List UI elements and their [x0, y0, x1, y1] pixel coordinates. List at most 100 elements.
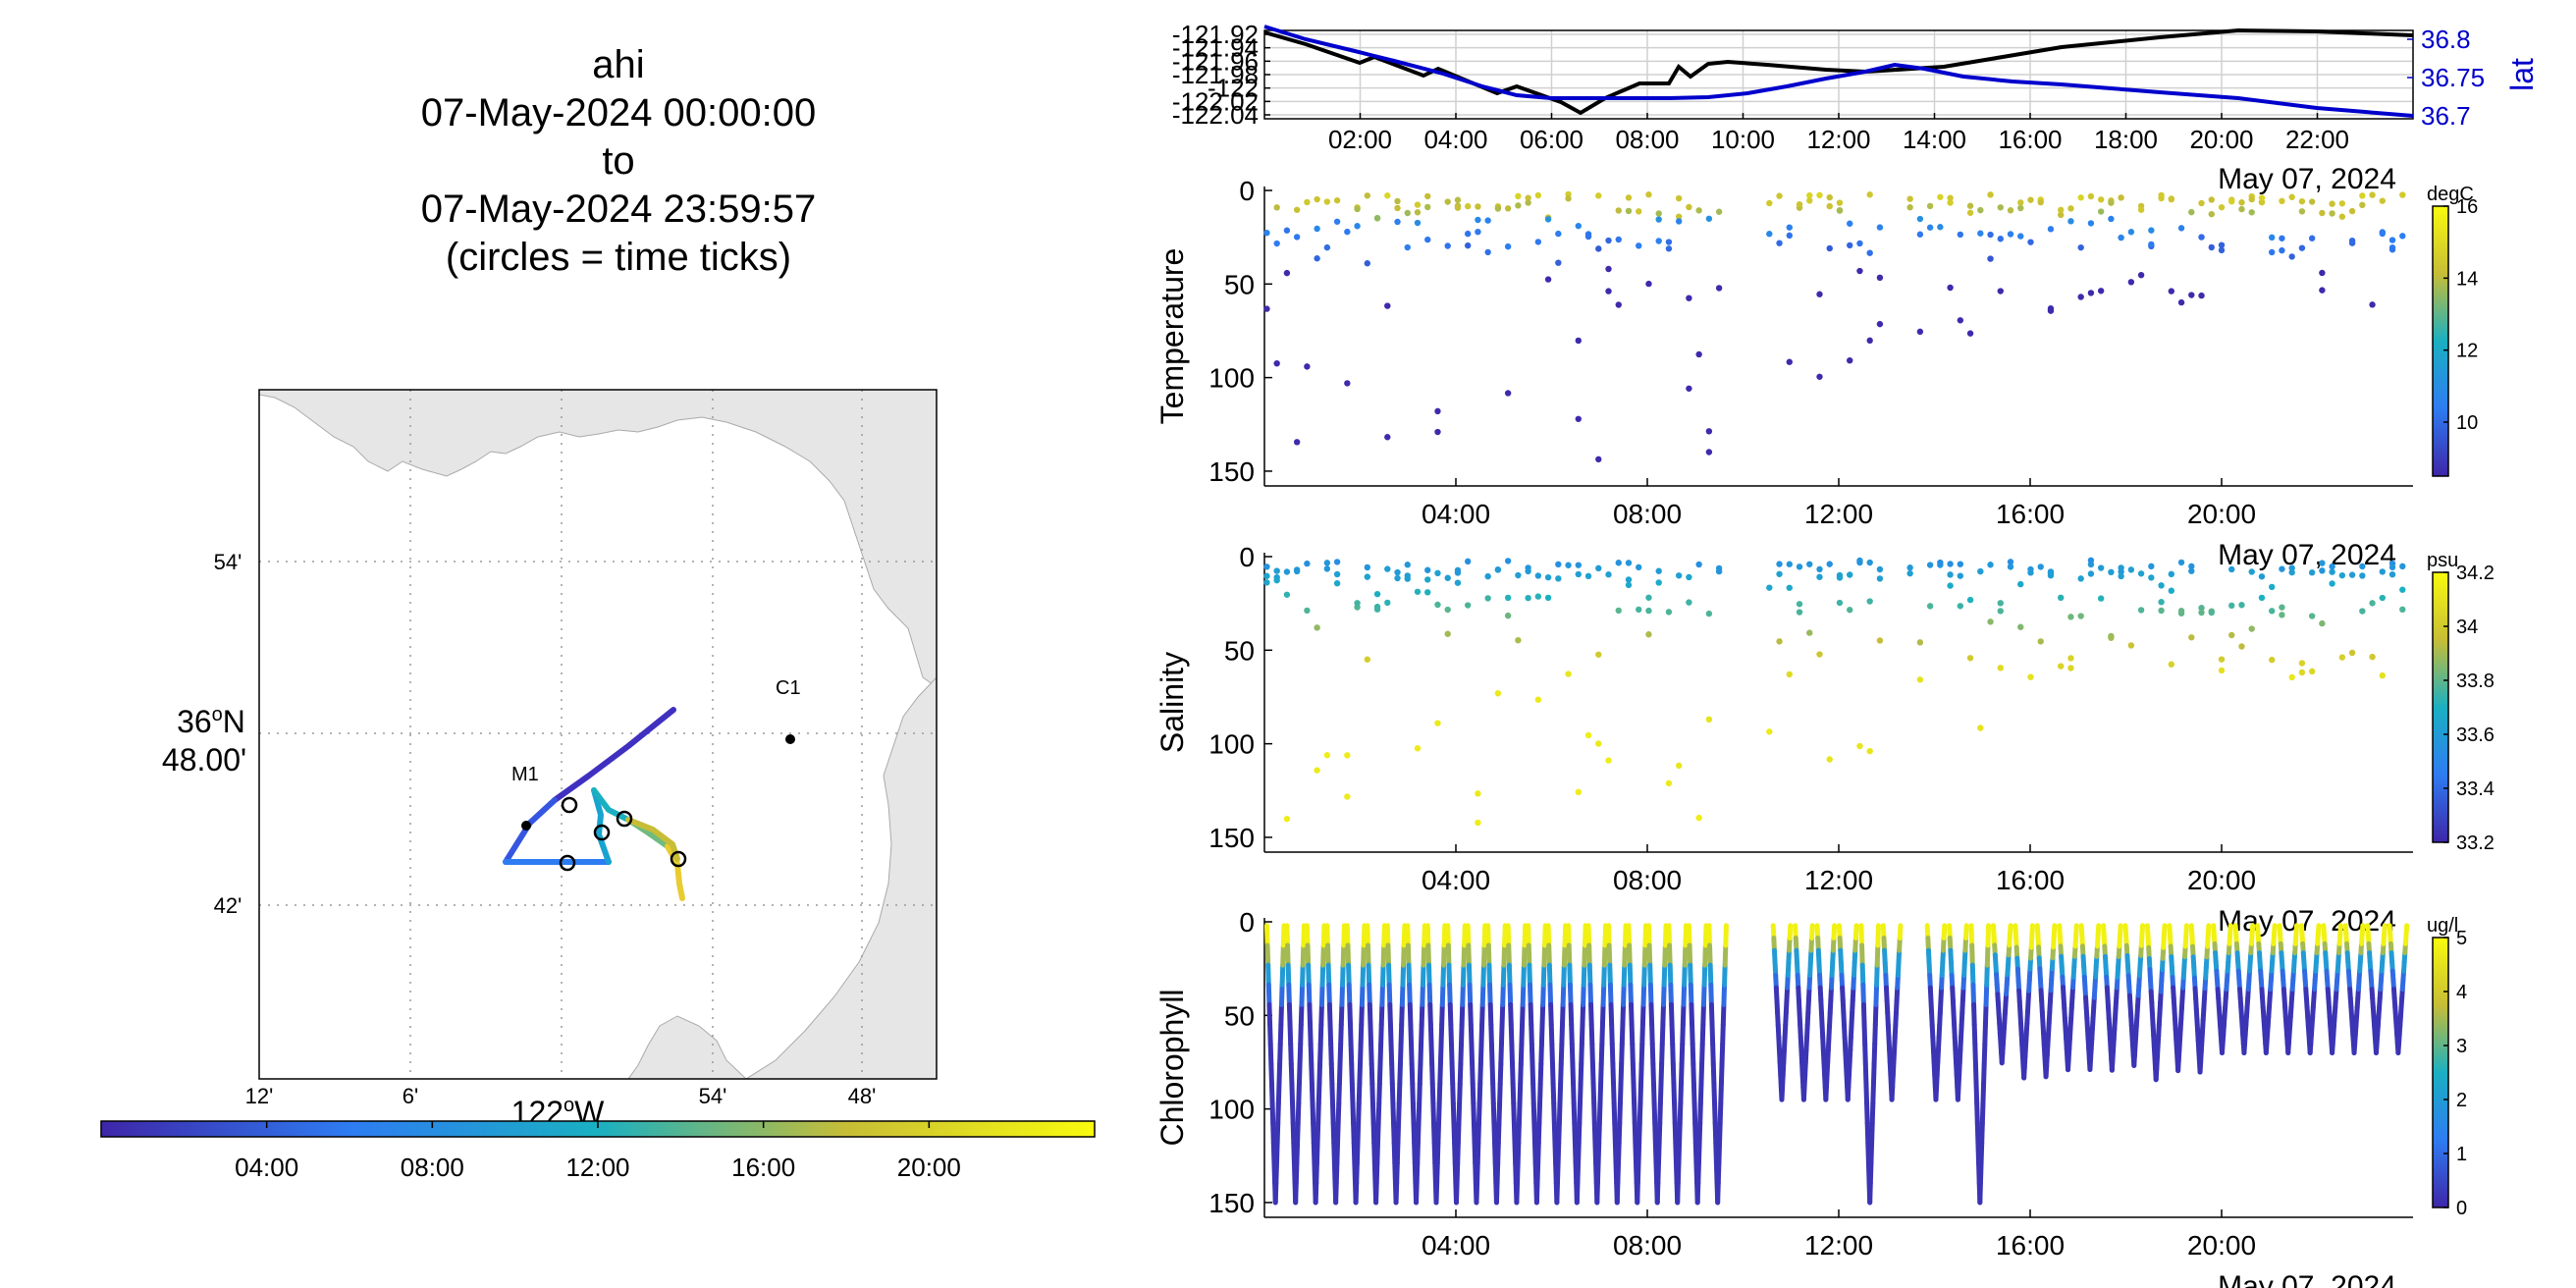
- colorbar: [2432, 571, 2449, 843]
- data-point: [2097, 564, 2105, 571]
- profile-segment: [1586, 962, 1593, 988]
- data-point: [2258, 194, 2266, 201]
- data-point: [2308, 613, 2316, 619]
- profile-segment: [1428, 1042, 1435, 1067]
- lonlat-x-ticks: 02:00 04:00 06:00 08:00 10:00 12:00 14:00 16:00…: [1328, 113, 2349, 154]
- data-point: [2027, 673, 2034, 680]
- map-lon-tick-6: 6': [402, 1084, 418, 1108]
- data-point: [1876, 575, 1884, 582]
- data-point: [2058, 594, 2065, 602]
- profile-segment: [1499, 1001, 1506, 1028]
- data-point: [1926, 562, 1934, 568]
- data-point: [1595, 456, 1602, 463]
- data-point: [1504, 242, 1512, 250]
- data-point: [1575, 788, 1583, 796]
- lonlat-x-tick-label: 20:00: [2189, 125, 2253, 154]
- profile-segment: [1709, 1022, 1716, 1047]
- data-point: [1434, 407, 1441, 415]
- data-point: [1947, 582, 1954, 589]
- profile-segment: [1637, 1100, 1643, 1126]
- data-point: [2279, 612, 2285, 618]
- profile-segment: [1558, 1061, 1564, 1087]
- profile-segment: [1336, 1061, 1343, 1087]
- profile-segment: [1401, 942, 1407, 968]
- profile-segment: [1567, 982, 1574, 1007]
- profile-segment: [1425, 942, 1431, 968]
- profile-segment: [1688, 982, 1694, 1007]
- data-point: [1444, 242, 1451, 249]
- profile-segment: [1526, 923, 1531, 948]
- profile-segment: [1973, 1081, 1980, 1106]
- colorbar-tick-label: 3: [2456, 1036, 2467, 1057]
- profile-segment: [1546, 962, 1553, 988]
- data-point: [1876, 637, 1884, 644]
- data-point: [1273, 567, 1280, 574]
- data-point: [1384, 192, 1391, 199]
- profile-segment: [1521, 962, 1527, 988]
- data-point: [1947, 194, 1954, 201]
- data-point: [2359, 608, 2366, 615]
- data-point: [1434, 720, 1441, 726]
- data-point: [2158, 194, 2165, 202]
- profile-segment: [1972, 1042, 1978, 1067]
- profile-segment: [1373, 1160, 1380, 1186]
- data-point: [1464, 558, 1472, 565]
- data-point: [2087, 557, 2095, 564]
- profile-segment: [1638, 1061, 1644, 1087]
- data-point: [1314, 195, 1320, 203]
- x-tick-label: 16:00: [1996, 865, 2065, 895]
- data-point: [2067, 218, 2074, 225]
- profile-segment: [1467, 982, 1474, 1007]
- profile-segment: [1275, 1100, 1281, 1126]
- profile-segment: [1641, 942, 1648, 968]
- profile-segment: [1509, 1042, 1516, 1067]
- data-point: [2188, 563, 2195, 570]
- profile-segment: [1596, 1100, 1603, 1126]
- data-point: [2228, 565, 2235, 573]
- profile-segment: [1971, 1022, 1978, 1047]
- data-point: [1575, 570, 1583, 578]
- profile-segment: [1506, 942, 1512, 968]
- profile-segment: [1412, 1140, 1418, 1166]
- data-point: [2329, 210, 2335, 217]
- profile-segment: [1627, 962, 1634, 988]
- data-point: [2118, 564, 2124, 571]
- data-point: [1655, 216, 1662, 223]
- profile-segment: [1539, 1001, 1546, 1028]
- data-point: [2279, 565, 2285, 572]
- profile-segment: [1628, 982, 1634, 1007]
- profile-segment: [1590, 1081, 1597, 1106]
- profile-segment: [1406, 962, 1413, 988]
- y-tick-label: 50: [1224, 269, 1255, 299]
- profile-segment: [1313, 1180, 1319, 1206]
- profile-segment: [1424, 923, 1431, 948]
- profile-segment: [1359, 982, 1366, 1007]
- profile-segment: [1422, 923, 1427, 948]
- data-point: [2279, 246, 2285, 254]
- profile-segment: [1599, 1001, 1606, 1028]
- profile-segment: [1699, 1042, 1705, 1067]
- profile-segment: [1535, 1140, 1541, 1166]
- profile-segment: [1439, 1001, 1445, 1028]
- profile-segment: [1420, 982, 1425, 1007]
- data-point: [2248, 209, 2255, 216]
- time-colorbar-ticks: 04:00 08:00 12:00 16:00 20:00: [235, 1121, 961, 1182]
- profile-segment: [1511, 1120, 1518, 1146]
- profile-segment: [1859, 962, 1866, 988]
- profile-segment: [1496, 1100, 1503, 1126]
- profile-segment: [2051, 923, 2058, 939]
- profile-segment: [1630, 1061, 1637, 1087]
- profile-segment: [1429, 1061, 1435, 1087]
- profile-segment: [1721, 982, 1728, 1007]
- colorbar-tick-label: 33.6: [2456, 724, 2495, 746]
- profile-segment: [1333, 1160, 1340, 1186]
- data-point: [1494, 205, 1502, 212]
- profile-segment: [1447, 1001, 1454, 1028]
- profile-segment: [1500, 962, 1507, 988]
- data-point: [2058, 211, 2065, 219]
- data-point: [2258, 198, 2266, 206]
- data-point: [2198, 609, 2205, 617]
- data-point: [2268, 608, 2276, 615]
- data-point: [1605, 265, 1612, 273]
- data-point: [1675, 213, 1683, 220]
